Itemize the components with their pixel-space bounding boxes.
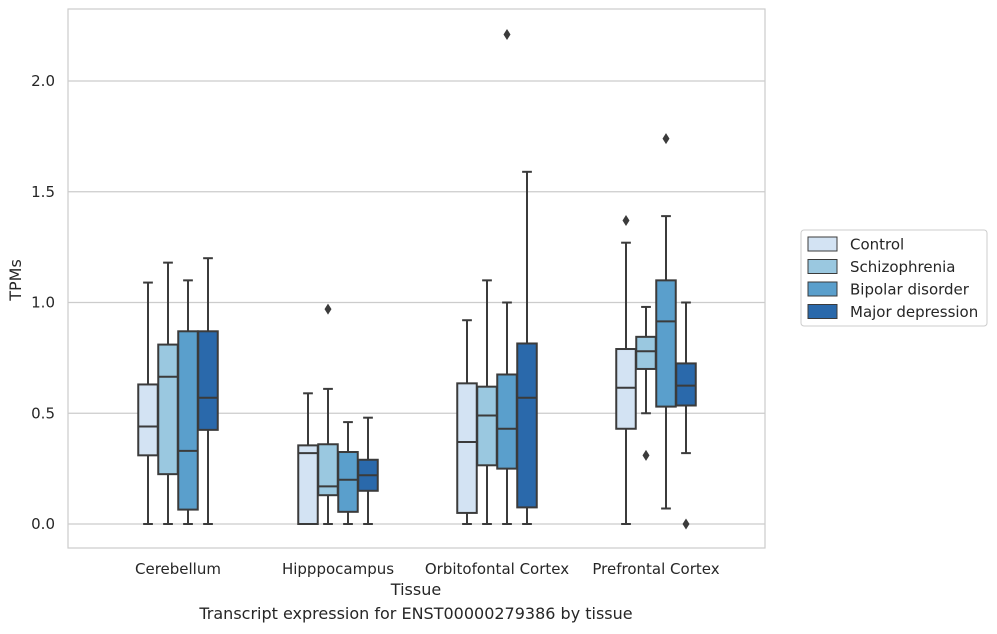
iqr-box (496, 373, 518, 470)
iqr-box (476, 385, 498, 467)
y-tick-labels: 0.0 0.5 1.0 1.5 2.0 (31, 72, 55, 533)
outlier-point (642, 449, 650, 461)
legend-swatch (807, 259, 838, 274)
box-control (297, 392, 319, 525)
outlier-point (662, 133, 670, 145)
y-tick-label: 0.5 (31, 404, 55, 422)
iqr-box (655, 279, 677, 408)
legend-label: Bipolar disorder (850, 281, 970, 299)
outlier-point (622, 215, 630, 227)
legend-label: Control (850, 236, 904, 254)
box-major-depression (516, 170, 538, 525)
box-major-depression (357, 416, 379, 525)
legend-label: Schizophrenia (850, 258, 955, 276)
iqr-box (516, 342, 538, 509)
box-bipolar-disorder (177, 279, 199, 525)
figure-caption: Transcript expression for ENST0000027938… (199, 604, 633, 623)
box-plots (137, 28, 697, 530)
legend-frame (800, 229, 988, 327)
outlier-point (503, 28, 511, 40)
box-bipolar-disorder (496, 28, 518, 525)
box-major-depression (197, 257, 219, 525)
x-tick-label: Prefrontal Cortex (592, 560, 719, 578)
legend: Control Schizophrenia Bipolar disorder Majo… (800, 229, 988, 327)
box-major-depression (675, 301, 697, 530)
x-tick-label: Hipppocampus (282, 560, 394, 578)
box-control (456, 319, 478, 525)
iqr-box (337, 451, 359, 513)
legend-swatch (807, 304, 838, 319)
x-tick-label: Orbitofontal Cortex (425, 560, 569, 578)
x-axis-label: Tissue (390, 580, 441, 599)
iqr-box (635, 335, 657, 370)
iqr-box (317, 443, 339, 497)
box-schizophrenia (157, 261, 179, 525)
box-bipolar-disorder (655, 133, 677, 510)
iqr-box (137, 383, 159, 457)
legend-swatch (807, 236, 838, 252)
box-bipolar-disorder (337, 421, 359, 525)
legend-swatch (807, 281, 838, 297)
plot-frame (67, 8, 766, 549)
y-axis-label: TPMs (6, 259, 25, 302)
iqr-box (297, 444, 319, 525)
box-schizophrenia (635, 305, 657, 461)
box-schizophrenia (317, 303, 339, 525)
box-control (137, 281, 159, 525)
iqr-box (675, 362, 697, 407)
iqr-box (615, 348, 637, 430)
x-tick-labels: Cerebellum Hipppocampus Orbitofontal Corte… (135, 560, 720, 578)
iqr-box (177, 330, 199, 511)
outlier-point (682, 518, 690, 530)
y-tick-label: 0.0 (31, 515, 55, 533)
y-tick-label: 1.0 (31, 294, 55, 312)
iqr-box (157, 343, 179, 476)
outlier-point (324, 303, 332, 315)
box-control (615, 215, 637, 525)
box-schizophrenia (476, 279, 498, 525)
iqr-box (197, 330, 219, 431)
y-tick-label: 1.5 (31, 183, 55, 201)
iqr-box (456, 382, 478, 514)
legend-label: Major depression (850, 303, 978, 321)
y-tick-label: 2.0 (31, 72, 55, 90)
x-tick-label: Cerebellum (135, 560, 221, 578)
